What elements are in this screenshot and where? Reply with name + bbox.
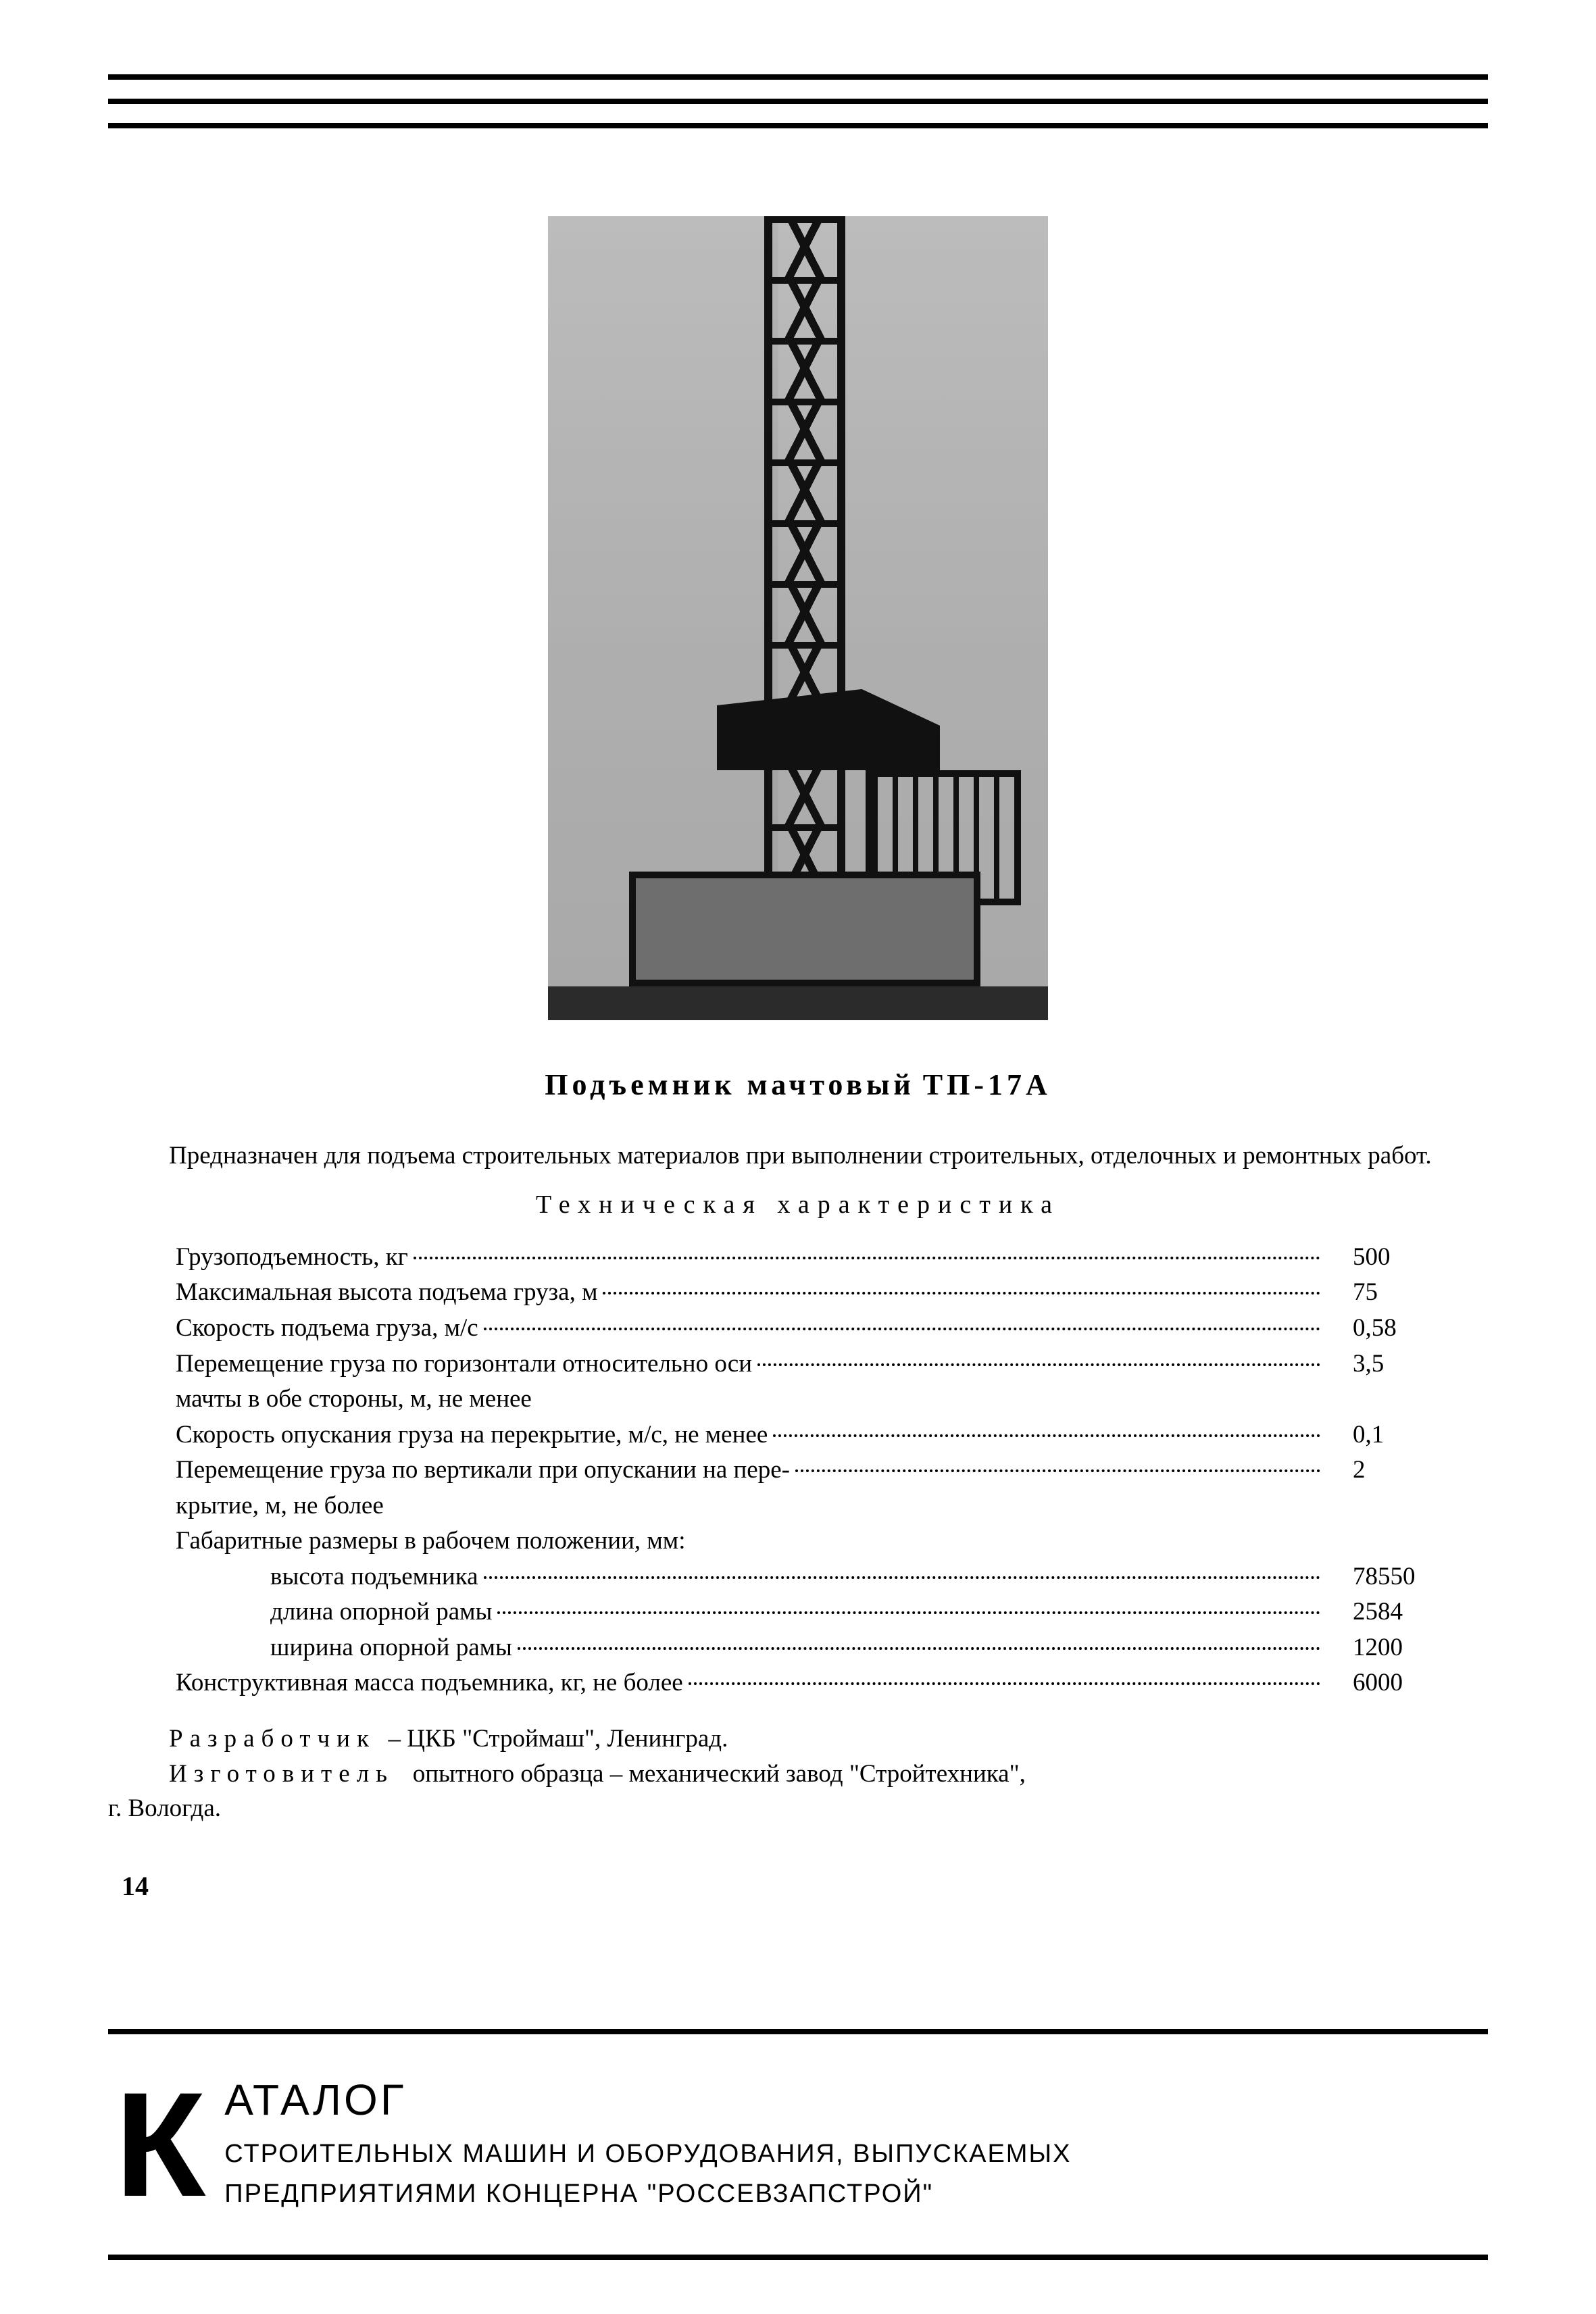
spec-label: длина опорной рамы [270,1594,492,1630]
spec-label: Перемещение груза по вертикали при опуск… [176,1453,790,1524]
footer-line2: СТРОИТЕЛЬНЫХ МАШИН И ОБОРУДОВАНИЯ, ВЫПУС… [224,2134,1071,2174]
spec-label: Конструктивная масса подъемника, кг, не … [176,1665,683,1701]
footer: К АТАЛОГ СТРОИТЕЛЬНЫХ МАШИН И ОБОРУДОВАН… [108,2029,1488,2260]
dot-leader [484,1576,1320,1579]
spec-label: Грузоподъемность, кг [176,1240,408,1276]
spec-value: 500 [1332,1240,1461,1276]
figure-mast-hoist [548,216,1048,1020]
section-heading: Техническая характеристика [108,1190,1488,1219]
spec-row: высота подъемника 78550 [176,1559,1461,1595]
rule [108,123,1488,128]
manufacturer-value-1: опытного образца – механический завод "С… [413,1760,1026,1788]
developer-label: Разработчик [169,1725,376,1753]
dot-leader [603,1292,1320,1294]
spec-label: Скорость опускания груза на перекрытие, … [176,1417,768,1453]
spec-row: длина опорной рамы 2584 [176,1594,1461,1630]
dot-leader [757,1363,1320,1366]
caption-model: ТП-17А [923,1068,1051,1101]
base-icon [629,872,980,986]
spec-row: Перемещение груза по вертикали при опуск… [176,1453,1461,1524]
spec-label: ширина опорной рамы [270,1630,512,1666]
dot-leader [773,1434,1320,1437]
dot-leader [497,1611,1320,1614]
spec-row: Габаритные размеры в рабочем положении, … [176,1524,1461,1559]
rule [108,99,1488,104]
footer-big-letter: К [115,2085,197,2204]
dot-leader [518,1647,1320,1650]
manufacturer-value-2: г. Вологда. [108,1791,1488,1826]
spec-value: 2584 [1332,1594,1461,1630]
spec-value: 78550 [1332,1559,1461,1595]
spec-label: Скорость подъема груза, м/с [176,1311,478,1347]
page-number: 14 [122,1870,149,1902]
dot-leader [414,1257,1320,1259]
spec-row: Максимальная высота подъема груза, м 75 [176,1275,1461,1311]
manufacturer-label: Изготовитель [169,1760,394,1788]
intro-text: Предназначен для подъема строительных ма… [108,1139,1488,1173]
caption-prefix: Подъемник мачтовый [545,1068,915,1101]
developer-value: ЦКБ "Строймаш", Ленинград. [407,1725,728,1753]
spec-value: 6000 [1332,1665,1461,1701]
spec-value: 2 [1332,1453,1461,1488]
dot-leader [689,1682,1320,1685]
spec-value: 1200 [1332,1630,1461,1666]
footer-text: АТАЛОГ СТРОИТЕЛЬНЫХ МАШИН И ОБОРУДОВАНИЯ… [224,2075,1071,2214]
spec-row: Конструктивная масса подъемника, кг, не … [176,1665,1461,1701]
spec-label: высота подъемника [270,1559,478,1595]
dot-leader [484,1328,1320,1330]
dot-leader [795,1469,1320,1472]
top-rules [108,74,1488,128]
page: Подъемник мачтовый ТП-17А Предназначен д… [0,0,1596,2314]
spec-value: 3,5 [1332,1347,1461,1382]
spec-label: Максимальная высота подъема груза, м [176,1275,597,1311]
rule [108,74,1488,80]
specs-table: Грузоподъемность, кг500Максимальная высо… [108,1240,1488,1701]
spec-row: Скорость опускания груза на перекрытие, … [176,1417,1461,1453]
spec-value: 0,58 [1332,1311,1461,1347]
spec-label: Габаритные размеры в рабочем положении, … [176,1524,685,1559]
spec-row: Скорость подъема груза, м/с 0,58 [176,1311,1461,1347]
notes: Разработчик – ЦКБ "Строймаш", Ленинград.… [108,1721,1488,1826]
footer-line3: ПРЕДПРИЯТИЯМИ КОНЦЕРНА "РОССЕВЗАПСТРОЙ" [224,2174,1071,2214]
spec-row: Грузоподъемность, кг 500 [176,1240,1461,1276]
spec-value: 75 [1332,1275,1461,1311]
ground-icon [548,986,1048,1020]
spec-value: 0,1 [1332,1417,1461,1453]
figure-caption: Подъемник мачтовый ТП-17А [108,1067,1488,1102]
spec-label: Перемещение груза по горизонтали относит… [176,1347,752,1417]
spec-row: ширина опорной рамы 1200 [176,1630,1461,1666]
spec-row: Перемещение груза по горизонтали относит… [176,1347,1461,1417]
footer-line1: АТАЛОГ [224,2075,1071,2125]
